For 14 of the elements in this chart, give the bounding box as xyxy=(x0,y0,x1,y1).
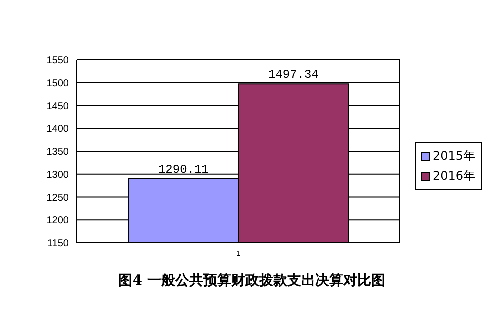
y-tick-label: 1200 xyxy=(46,216,70,227)
y-tick-label: 1400 xyxy=(46,124,70,136)
data-label: 1497.34 xyxy=(268,68,319,82)
y-tick-label: 1450 xyxy=(46,101,70,112)
legend-label: 2016年 xyxy=(433,168,476,185)
y-tick-label: 1250 xyxy=(46,192,70,204)
y-tick-label: 1300 xyxy=(46,170,70,181)
data-label: 1290.11 xyxy=(158,162,209,177)
y-tick-label: 1350 xyxy=(46,147,70,158)
y-tick-label: 1550 xyxy=(46,56,70,67)
y-tick-label: 1500 xyxy=(46,78,70,90)
y-tick-label: 1150 xyxy=(47,238,70,250)
legend-label: 2015年 xyxy=(433,148,476,165)
text: 图4 一般公共预算财政拨款支出决算对比图 xyxy=(118,272,386,290)
